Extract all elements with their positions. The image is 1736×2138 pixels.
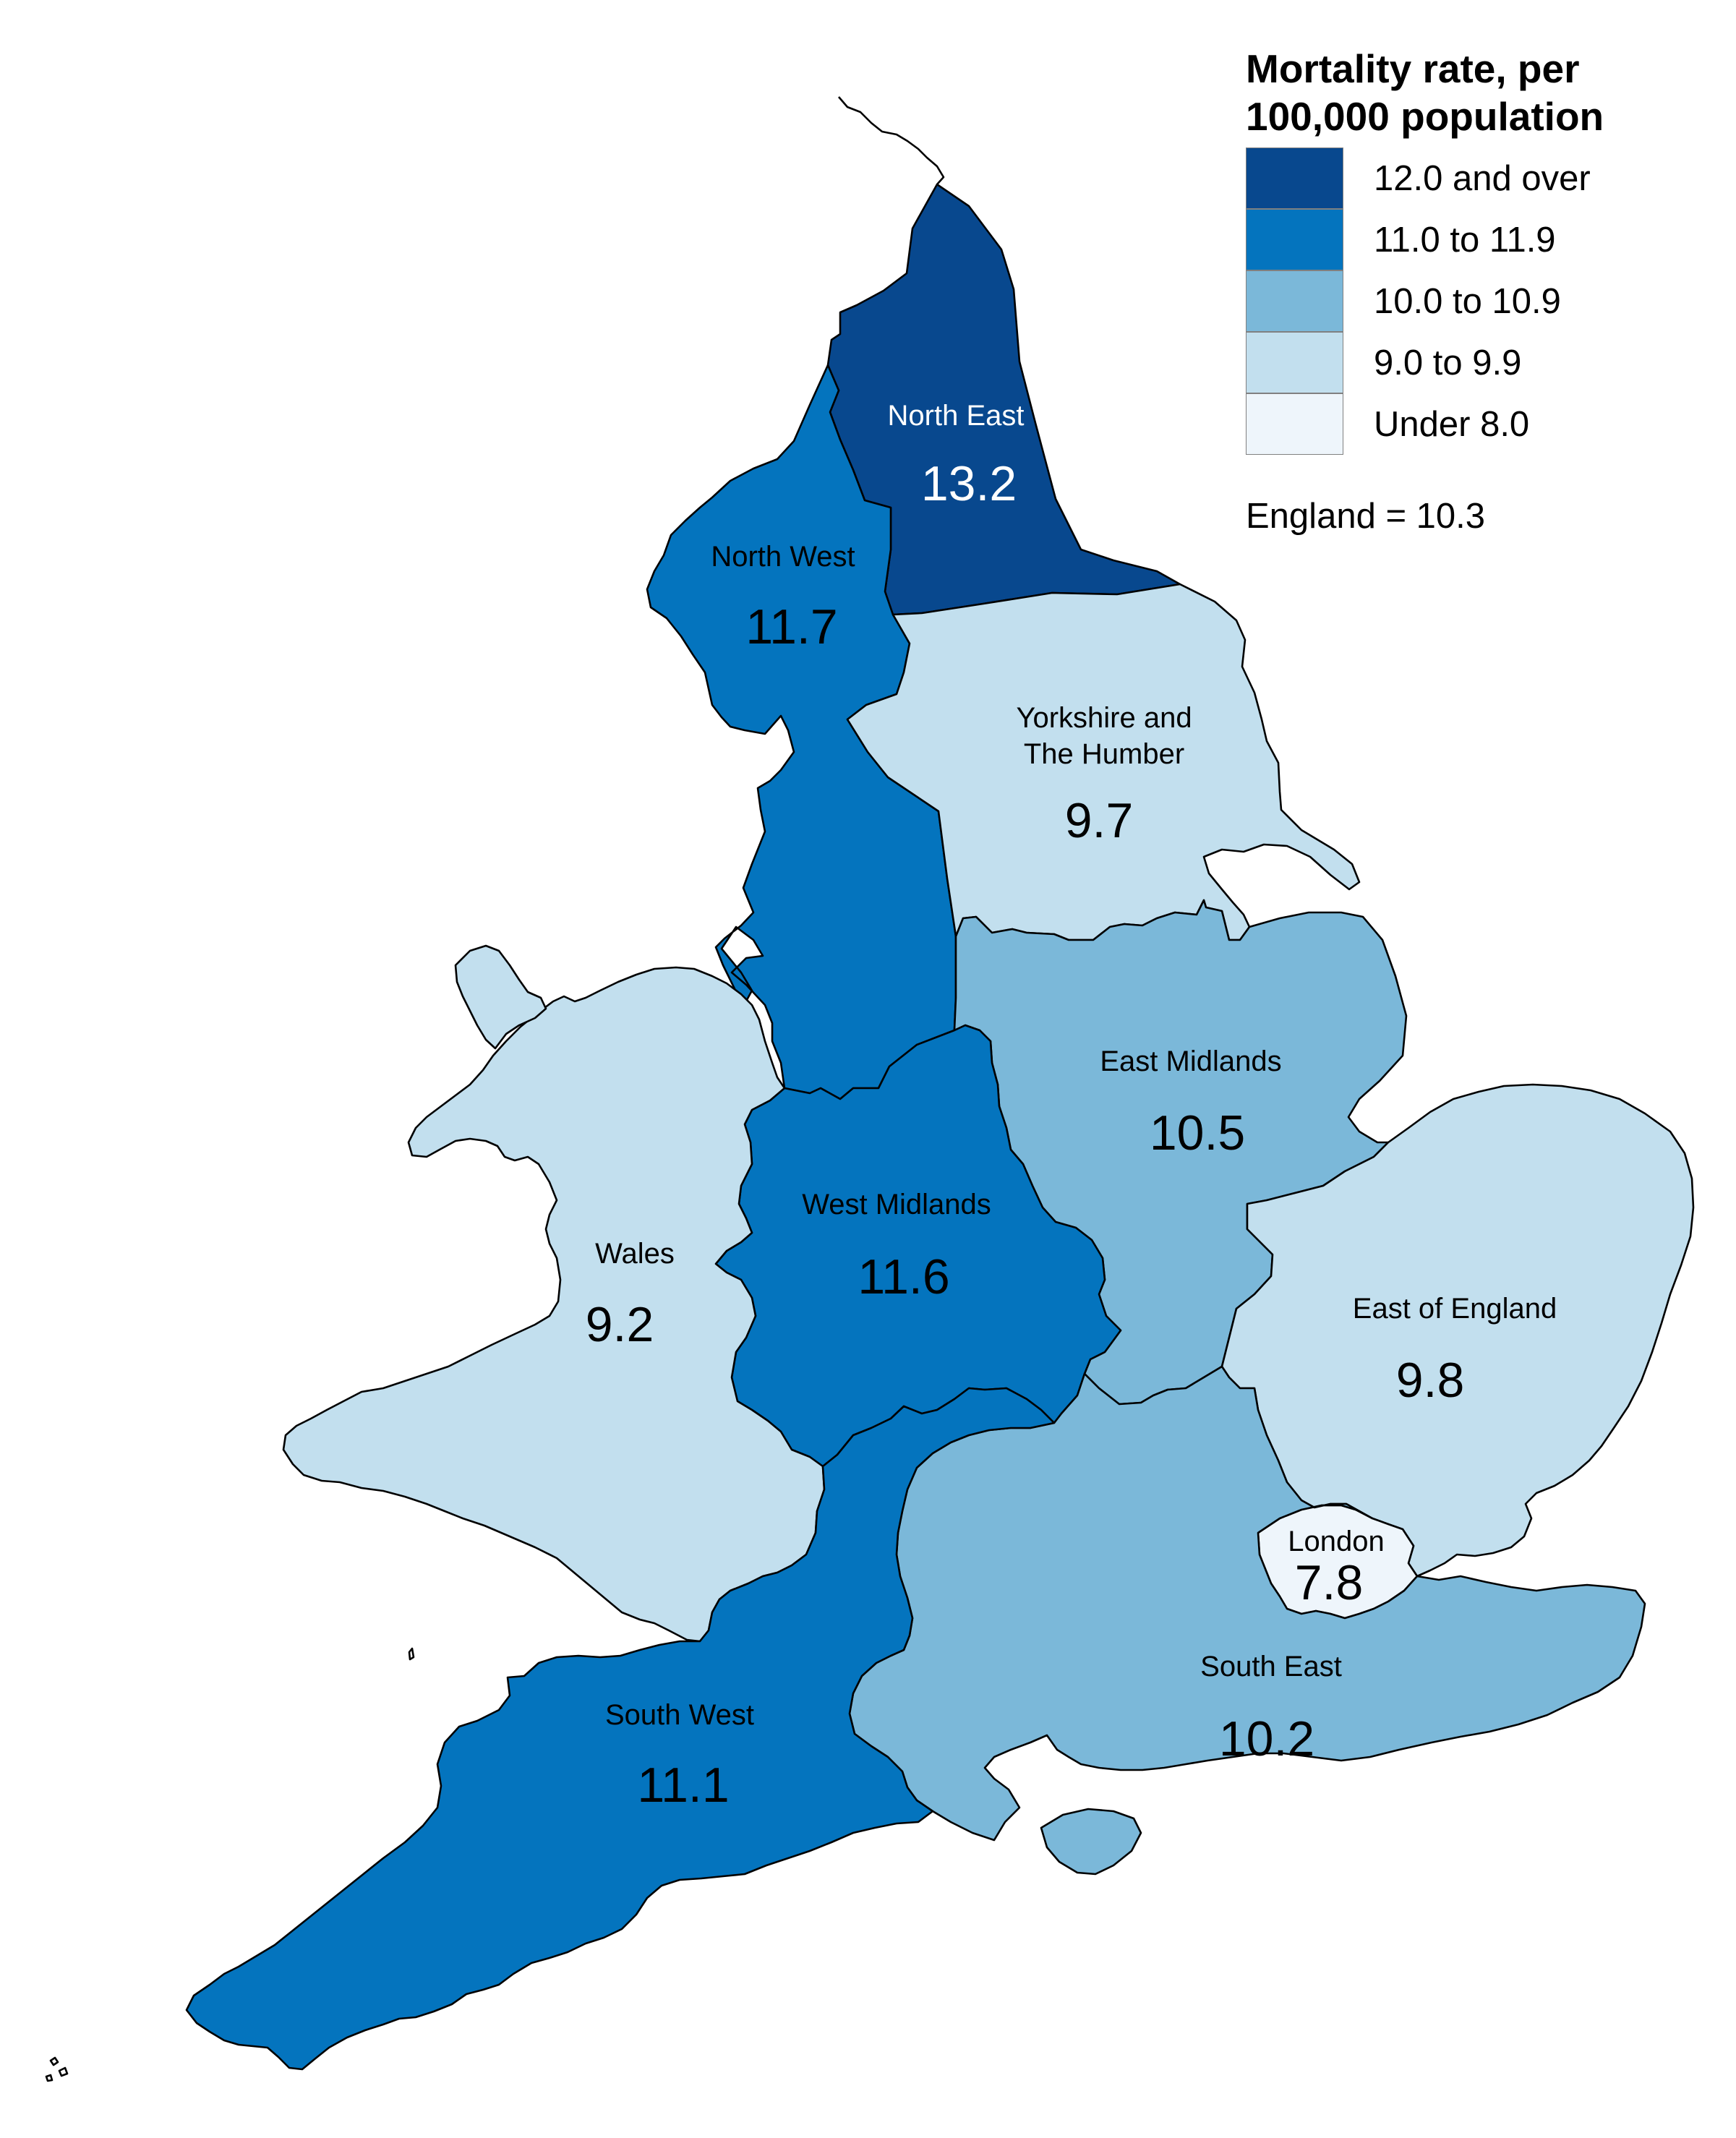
region-value-london: 7.8 (1295, 1555, 1364, 1610)
legend-label: 9.0 to 9.9 (1374, 343, 1522, 382)
region-value-south-west: 11.1 (637, 1758, 729, 1813)
region-wales[interactable] (282, 966, 826, 1643)
region-label-north-east: North East (888, 400, 1025, 432)
legend-swatch (1246, 270, 1343, 332)
legend-swatch (1246, 393, 1343, 455)
legend-swatch (1246, 332, 1343, 393)
region-wales-anglesey (454, 944, 547, 1050)
region-label-south-west: South West (605, 1699, 754, 1731)
legend-item: 11.0 to 11.9 (1246, 209, 1651, 270)
isles-of-scilly (45, 2056, 69, 2082)
legend-item: Under 8.0 (1246, 393, 1651, 455)
england-summary: England = 10.3 (1246, 497, 1486, 536)
region-south-west[interactable] (185, 1387, 1056, 2071)
legend-item: 9.0 to 9.9 (1246, 332, 1651, 393)
legend-item: 12.0 and over (1246, 147, 1651, 209)
region-value-east-midlands: 10.5 (1150, 1106, 1245, 1160)
region-south-east-isle-of-wight (1040, 1808, 1142, 1876)
region-value-north-east: 13.2 (921, 456, 1017, 511)
legend-label: 11.0 to 11.9 (1374, 220, 1556, 260)
region-label-south-east: South East (1200, 1651, 1342, 1682)
region-value-west-midlands: 11.6 (858, 1249, 949, 1304)
region-label-yorkshire-line2: The Humber (1024, 738, 1184, 770)
region-label-north-west: North West (711, 541, 855, 573)
region-value-south-east: 10.2 (1219, 1711, 1314, 1766)
region-label-east-of-england: East of England (1353, 1293, 1557, 1325)
legend-label: 10.0 to 10.9 (1374, 281, 1561, 321)
region-label-yorkshire-line1: Yorkshire and (1016, 702, 1192, 734)
region-east-of-england[interactable] (1220, 1083, 1695, 1578)
region-label-west-midlands: West Midlands (802, 1189, 991, 1220)
region-value-wales: 9.2 (586, 1297, 654, 1352)
region-label-london: London (1288, 1526, 1384, 1557)
region-value-yorkshire: 9.7 (1065, 793, 1134, 848)
region-value-north-west: 11.7 (745, 599, 837, 654)
legend-label: 12.0 and over (1374, 158, 1591, 198)
legend-label: Under 8.0 (1374, 404, 1530, 444)
map-legend: Mortality rate, per 100,000 population 1… (1246, 45, 1651, 455)
scottish-border-line (838, 96, 945, 185)
legend-title: Mortality rate, per 100,000 population (1246, 46, 1604, 139)
legend-item: 10.0 to 10.9 (1246, 270, 1651, 332)
region-value-east-of-england: 9.8 (1396, 1353, 1465, 1408)
region-label-east-midlands: East Midlands (1100, 1046, 1281, 1077)
legend-swatch (1246, 209, 1343, 270)
region-label-wales: Wales (595, 1238, 675, 1270)
lundy-island (408, 1647, 415, 1661)
legend-swatch (1246, 147, 1343, 209)
